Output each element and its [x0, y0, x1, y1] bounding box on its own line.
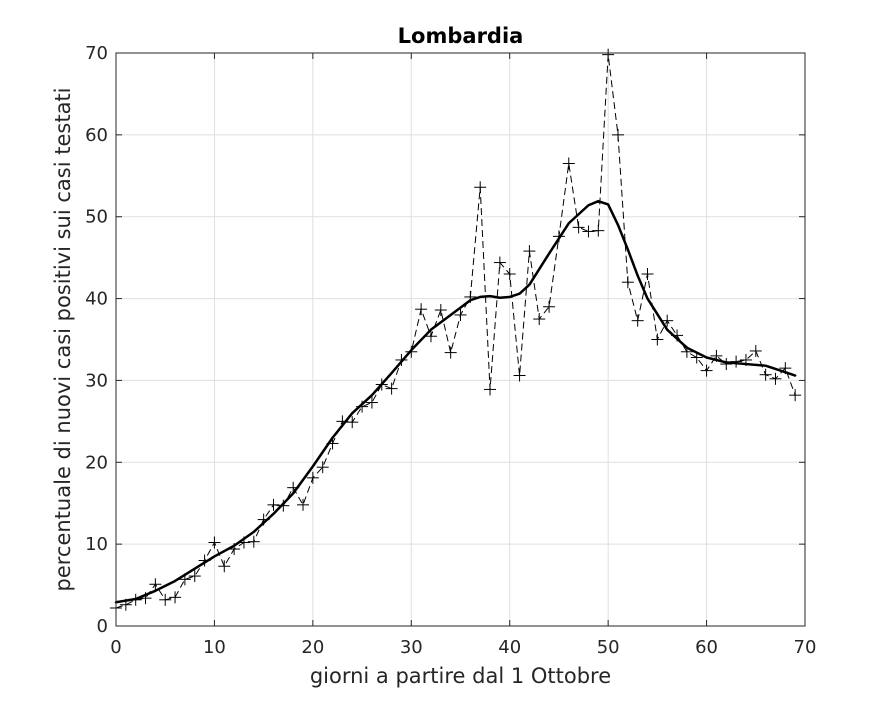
- y-tick-label: 70: [85, 43, 108, 64]
- raw-data-point: [759, 368, 772, 381]
- raw-data-point: [415, 303, 428, 316]
- raw-data-point: [572, 221, 585, 234]
- raw-data-point: [297, 498, 310, 511]
- y-tick-label: 20: [85, 452, 108, 473]
- y-axis-label: percentuale di nuovi casi positivi sui c…: [51, 88, 75, 592]
- plot-area: [116, 53, 805, 626]
- y-tick-label: 30: [85, 370, 108, 391]
- raw-data-point: [218, 560, 231, 573]
- raw-data-point: [159, 593, 172, 606]
- raw-data-point: [484, 383, 497, 396]
- raw-data-point: [346, 416, 359, 429]
- raw-data-point: [631, 314, 644, 327]
- y-tick-label: 0: [97, 616, 108, 637]
- y-tick-label: 60: [85, 125, 108, 146]
- raw-data-point: [169, 591, 182, 604]
- raw-data-point: [769, 372, 782, 385]
- raw-data-series-line: [115, 54, 796, 609]
- x-tick-label: 50: [597, 637, 620, 658]
- raw-data-point: [720, 358, 733, 371]
- axes-frame: [115, 52, 806, 627]
- raw-data-point: [611, 128, 624, 141]
- x-tick-label: 0: [110, 637, 121, 658]
- raw-data-point: [208, 536, 221, 549]
- raw-data-point: [503, 268, 516, 281]
- raw-data-point: [277, 499, 290, 512]
- raw-data-point: [513, 369, 526, 382]
- raw-data-point: [641, 268, 654, 281]
- y-tick-label: 40: [85, 289, 108, 310]
- x-tick-label: 30: [400, 637, 423, 658]
- x-tick-label: 20: [301, 637, 324, 658]
- x-tick-label: 70: [794, 637, 817, 658]
- raw-data-point: [592, 224, 605, 237]
- raw-data-point: [474, 181, 487, 194]
- raw-data-point: [523, 245, 536, 258]
- x-axis-label: giorni a partire dal 1 Ottobre: [310, 664, 611, 688]
- raw-data-point: [700, 364, 713, 377]
- raw-data-point: [789, 389, 802, 402]
- raw-data-point: [316, 461, 329, 474]
- raw-data-point: [543, 300, 556, 313]
- raw-data-point: [247, 535, 260, 548]
- raw-data-point: [188, 570, 201, 583]
- raw-data-point: [651, 333, 664, 346]
- raw-data-point: [749, 344, 762, 357]
- raw-data-point: [454, 308, 467, 321]
- raw-data-point: [533, 313, 546, 326]
- ticks: 0 10 20 30 40 50 60 70 0 10 20 30 40 50 60 70: [85, 43, 816, 658]
- raw-data-point: [434, 304, 447, 317]
- raw-data-point: [444, 346, 457, 359]
- raw-data-point: [730, 355, 743, 368]
- x-tick-label: 40: [498, 637, 521, 658]
- raw-data-point: [306, 471, 319, 484]
- raw-data-point: [493, 256, 506, 269]
- y-tick-label: 10: [85, 534, 108, 555]
- y-tick-label: 50: [85, 207, 108, 228]
- x-tick-label: 10: [203, 637, 226, 658]
- raw-data-point: [149, 578, 162, 591]
- raw-data-point: [582, 225, 595, 238]
- smoothed-series-line: [114, 199, 797, 604]
- raw-data-point: [424, 330, 437, 343]
- raw-data-point: [661, 314, 674, 327]
- chart-title: Lombardia: [398, 24, 524, 48]
- raw-data-point: [267, 498, 280, 511]
- x-tick-label: 60: [695, 637, 718, 658]
- raw-data-point: [365, 396, 378, 409]
- raw-data-point: [562, 157, 575, 170]
- raw-data-point: [385, 382, 398, 395]
- raw-data-point: [621, 276, 634, 289]
- series-layer: [110, 48, 802, 614]
